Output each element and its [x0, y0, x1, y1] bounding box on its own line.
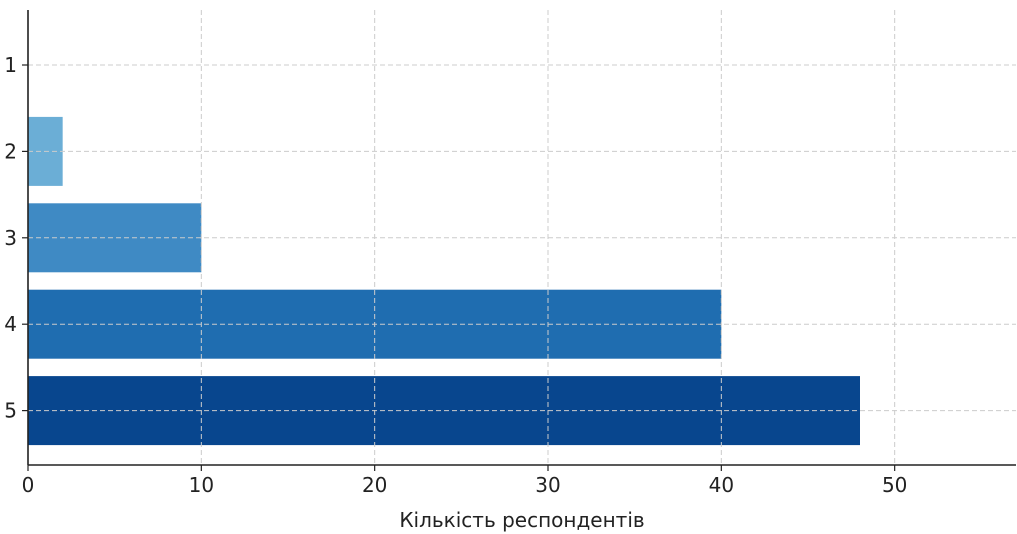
x-axis-title: Кількість респондентів — [399, 508, 644, 532]
x-tick-label: 30 — [535, 473, 560, 497]
y-tick-label: 2 — [4, 139, 17, 163]
y-tick-label: 5 — [4, 399, 17, 423]
x-tick-label: 0 — [22, 473, 35, 497]
x-tick-label: 50 — [882, 473, 907, 497]
x-axis-ticks: 0 10 20 30 40 50 — [22, 465, 907, 497]
x-tick-label: 40 — [709, 473, 734, 497]
x-tick-label: 10 — [189, 473, 214, 497]
y-axis-ticks: 1 2 3 4 5 — [4, 53, 28, 423]
bars — [28, 116, 860, 446]
x-tick-label: 20 — [362, 473, 387, 497]
y-tick-label: 3 — [4, 226, 17, 250]
y-tick-label: 4 — [4, 312, 17, 336]
y-tick-label: 1 — [4, 53, 17, 77]
